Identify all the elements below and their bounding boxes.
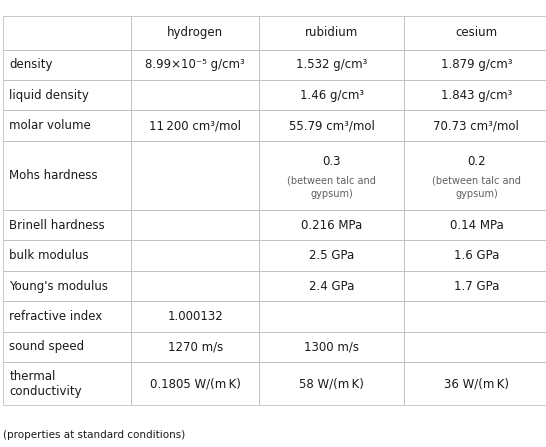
Text: 1.879 g/cm³: 1.879 g/cm³ [441,58,512,72]
Bar [259,141,404,210]
Bar [3,80,131,110]
Bar [259,301,404,332]
Text: 0.14 MPa: 0.14 MPa [449,219,503,232]
Bar [404,301,546,332]
Text: 70.73 cm³/mol: 70.73 cm³/mol [434,119,519,132]
Bar [131,110,259,141]
Text: 1.843 g/cm³: 1.843 g/cm³ [441,89,512,102]
Text: 1.6 GPa: 1.6 GPa [454,249,499,262]
Bar [259,50,404,80]
Bar [3,271,131,301]
Text: molar volume: molar volume [9,119,91,132]
Text: 0.1805 W/(m K): 0.1805 W/(m K) [150,377,241,390]
Bar [404,110,546,141]
Bar [259,210,404,240]
Text: hydrogen: hydrogen [167,26,223,39]
Bar [131,332,259,362]
Bar [404,16,546,50]
Text: bulk modulus: bulk modulus [9,249,89,262]
Text: refractive index: refractive index [9,310,103,323]
Text: 2.4 GPa: 2.4 GPa [309,279,354,293]
Text: 2.5 GPa: 2.5 GPa [309,249,354,262]
Bar [3,16,131,50]
Text: 1.000132: 1.000132 [167,310,223,323]
Text: 1.7 GPa: 1.7 GPa [454,279,499,293]
Text: (properties at standard conditions): (properties at standard conditions) [3,430,185,440]
Bar [131,210,259,240]
Text: 0.216 MPa: 0.216 MPa [301,219,363,232]
Bar [404,80,546,110]
Bar [3,240,131,271]
Text: Mohs hardness: Mohs hardness [9,169,98,182]
Bar [404,141,546,210]
Bar [3,362,131,405]
Bar [259,80,404,110]
Bar [131,362,259,405]
Bar [3,301,131,332]
Bar [259,271,404,301]
Bar [259,362,404,405]
Bar [131,141,259,210]
Text: (between talc and
gypsum): (between talc and gypsum) [432,176,521,199]
Bar [404,240,546,271]
Text: 1.532 g/cm³: 1.532 g/cm³ [296,58,367,72]
Text: Brinell hardness: Brinell hardness [9,219,105,232]
Bar [404,271,546,301]
Bar [3,50,131,80]
Bar [3,110,131,141]
Text: thermal
conductivity: thermal conductivity [9,370,82,397]
Bar [131,16,259,50]
Bar [3,332,131,362]
Bar [3,141,131,210]
Bar [131,240,259,271]
Bar [259,16,404,50]
Text: 55.79 cm³/mol: 55.79 cm³/mol [289,119,375,132]
Text: 1.46 g/cm³: 1.46 g/cm³ [300,89,364,102]
Bar [259,240,404,271]
Text: 0.3: 0.3 [323,155,341,168]
Text: cesium: cesium [455,26,497,39]
Bar [3,210,131,240]
Bar [131,271,259,301]
Bar [259,332,404,362]
Text: 58 W/(m K): 58 W/(m K) [299,377,364,390]
Text: Young's modulus: Young's modulus [9,279,108,293]
Bar [131,301,259,332]
Bar [404,50,546,80]
Text: 36 W/(m K): 36 W/(m K) [444,377,509,390]
Text: 1300 m/s: 1300 m/s [304,340,359,354]
Bar [131,80,259,110]
Text: liquid density: liquid density [9,89,89,102]
Bar [404,332,546,362]
Text: density: density [9,58,53,72]
Text: rubidium: rubidium [305,26,358,39]
Text: 8.99×10⁻⁵ g/cm³: 8.99×10⁻⁵ g/cm³ [145,58,245,72]
Text: sound speed: sound speed [9,340,85,354]
Bar [404,210,546,240]
Text: 0.2: 0.2 [467,155,486,168]
Bar [259,110,404,141]
Text: 11 200 cm³/mol: 11 200 cm³/mol [149,119,241,132]
Bar [404,362,546,405]
Text: (between talc and
gypsum): (between talc and gypsum) [287,176,376,199]
Bar [131,50,259,80]
Text: 1270 m/s: 1270 m/s [168,340,223,354]
